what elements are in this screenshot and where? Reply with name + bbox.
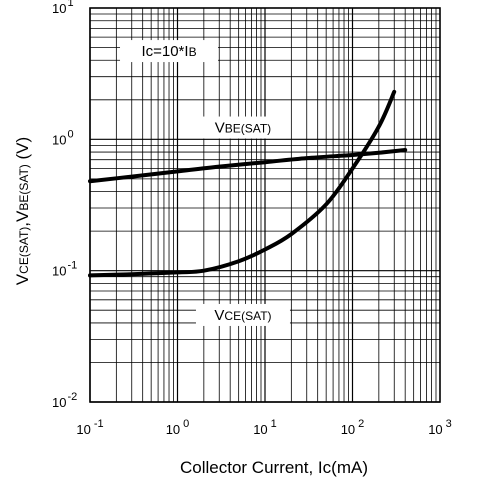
y-axis-title-sub2: BE(SAT) [17,164,31,210]
annotation-vbe: VBE(SAT) [215,120,271,137]
annotation-bg-vbe [199,116,286,139]
y-tick-label-2: 10-1 [52,260,77,279]
y-tick-label-3: 10-2 [52,391,77,410]
x-tick-label-1: 10 0 [166,418,190,437]
y-axis-title-v2: V [13,210,32,222]
annotation-vbe-sub: BE(SAT) [225,122,271,136]
x-tick-label-0: 10 -1 [76,418,103,437]
annotation-bg-condition [120,40,219,63]
x-tick-label-4: 10 3 [428,418,452,437]
grid [89,7,441,403]
y-axis-title-sub1: CE(SAT) [17,227,31,274]
annotation-vbe-main: V [215,120,225,137]
annotation-condition-main: Ic=10*I [141,43,188,60]
y-tick-label-0: 101 [52,0,74,16]
annotation-bg-vce [195,303,290,326]
series-line-1 [88,148,408,184]
annotation-vce: VCE(SAT) [214,307,271,324]
annotation-condition: Ic=10*IB [141,43,196,60]
tick-labels: 10 -1 10 0 10 1 10 2 10 3 101 100 10-1 10-2 [52,0,452,437]
x-tick-label-3: 10 2 [341,418,365,437]
y-axis-title-unit: (V) [13,137,32,164]
curves [88,89,408,278]
y-tick-label-1: 100 [52,128,74,147]
annotation-vce-main: V [214,307,224,324]
annotation-condition-sub: B [189,45,197,59]
x-axis-title: Collector Current, Ic(mA) [180,458,368,477]
y-axis-title-v1: V [13,273,32,285]
y-axis-title: VCE(SAT),VBE(SAT) (V) [13,137,32,285]
y-axis-title-comma: , [13,222,32,227]
x-tick-label-2: 10 1 [253,418,277,437]
annotation-vce-sub: CE(SAT) [224,309,271,323]
plot-frame [89,7,441,403]
series-line-2 [88,89,397,278]
